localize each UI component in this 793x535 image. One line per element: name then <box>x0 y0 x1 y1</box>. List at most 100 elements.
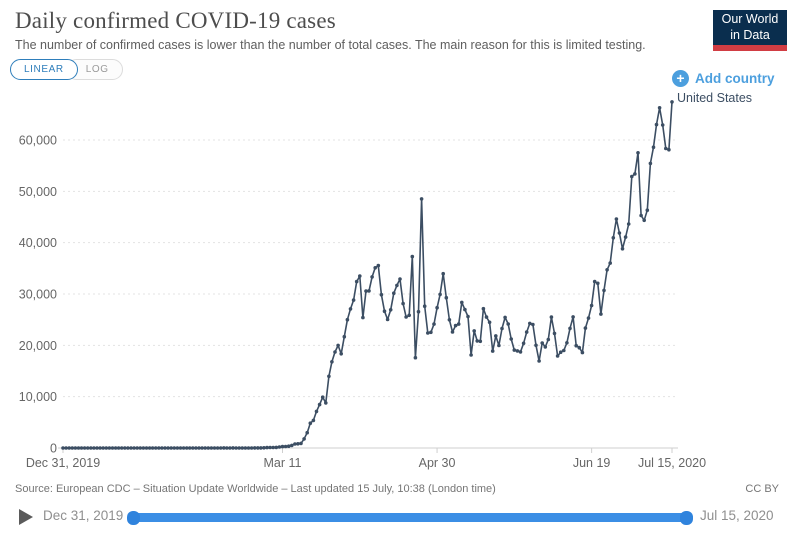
data-point <box>509 337 513 341</box>
source-text: Source: European CDC – Situation Update … <box>15 483 496 495</box>
data-point <box>379 292 384 297</box>
data-point <box>426 331 430 335</box>
play-button[interactable] <box>16 507 36 527</box>
data-point <box>157 446 161 450</box>
data-point <box>246 446 251 450</box>
data-point <box>85 446 90 450</box>
data-point <box>166 446 170 450</box>
data-point <box>95 446 99 450</box>
data-point <box>626 222 631 226</box>
data-point <box>324 401 328 405</box>
data-point <box>317 402 322 407</box>
data-point <box>212 446 217 450</box>
data-point <box>160 446 164 450</box>
data-point <box>327 374 331 379</box>
linear-scale-button[interactable]: LINEAR <box>10 59 78 80</box>
data-point <box>469 353 473 357</box>
data-point <box>98 446 102 450</box>
data-point <box>351 298 356 302</box>
data-point <box>150 446 155 450</box>
data-point <box>546 337 551 342</box>
data-point <box>500 326 504 331</box>
slider-handle-left[interactable] <box>127 510 140 525</box>
data-point <box>126 446 130 450</box>
data-point <box>354 279 359 284</box>
data-point <box>330 360 334 364</box>
data-point <box>172 446 177 450</box>
add-country-button[interactable]: + Add country <box>672 70 775 87</box>
log-scale-button[interactable]: LOG <box>65 59 123 80</box>
chart-title: Daily confirmed COVID-19 cases <box>15 8 336 33</box>
y-axis-label: 10,000 <box>19 390 57 404</box>
data-point <box>333 350 337 354</box>
data-point <box>484 315 489 319</box>
data-point <box>191 446 195 450</box>
data-point <box>558 350 563 355</box>
data-point <box>348 307 353 311</box>
data-point <box>144 446 149 450</box>
entity-label: United States <box>677 91 753 105</box>
data-point <box>141 446 146 450</box>
data-point <box>231 446 235 450</box>
data-point <box>132 446 136 450</box>
y-axis-label: 50,000 <box>19 185 57 199</box>
data-point <box>89 446 93 450</box>
data-point <box>518 350 523 354</box>
data-point <box>639 213 643 218</box>
data-point <box>648 161 653 166</box>
chart-canvas[interactable]: 0 10,000 20,000 30,000 40,000 50,000 60,000 Dec… <box>0 85 793 480</box>
data-point <box>385 317 390 322</box>
data-point <box>116 446 121 450</box>
timeline-slider[interactable] <box>127 510 693 525</box>
data-point <box>410 254 415 259</box>
data-point <box>70 446 75 450</box>
data-point <box>184 446 189 450</box>
owid-logo[interactable]: Our World in Data <box>713 10 787 51</box>
data-point <box>308 421 313 426</box>
slider-handle-right[interactable] <box>680 510 693 525</box>
data-point <box>175 446 180 450</box>
data-point <box>302 437 306 441</box>
data-point <box>271 445 276 450</box>
logo-text-line1: Our World <box>721 11 779 26</box>
data-point <box>450 330 455 334</box>
data-point <box>181 446 186 450</box>
data-point <box>565 341 569 345</box>
data-point <box>274 445 279 450</box>
x-axis-label: Apr 30 <box>419 456 456 470</box>
data-point <box>73 446 78 450</box>
data-point <box>611 236 616 240</box>
data-point <box>293 442 297 446</box>
data-point <box>259 446 263 450</box>
data-point <box>364 289 368 293</box>
data-point <box>265 445 269 450</box>
data-point <box>290 443 294 448</box>
data-point <box>206 446 211 450</box>
data-point <box>549 315 554 319</box>
data-point <box>432 322 436 326</box>
logo-red-bar <box>713 45 787 51</box>
data-point <box>497 343 501 348</box>
data-point <box>243 446 248 450</box>
data-point <box>228 446 232 450</box>
license-link[interactable]: CC BY <box>745 483 779 495</box>
data-point <box>413 355 418 360</box>
add-country-label: Add country <box>695 71 775 86</box>
x-axis-label: Mar 11 <box>263 456 301 470</box>
data-point <box>512 348 517 352</box>
data-point <box>373 266 378 270</box>
data-point <box>79 446 84 450</box>
data-point <box>104 446 109 450</box>
data-point <box>268 445 272 450</box>
data-point <box>252 446 257 450</box>
data-point <box>645 208 650 212</box>
data-point <box>660 123 665 127</box>
data-point <box>336 343 340 348</box>
data-point <box>617 231 622 235</box>
data-point <box>401 301 405 306</box>
data-point <box>314 409 319 414</box>
y-axis-label: 0 <box>50 442 57 456</box>
data-point <box>614 217 619 221</box>
data-point <box>296 442 300 446</box>
data-point <box>64 446 68 450</box>
